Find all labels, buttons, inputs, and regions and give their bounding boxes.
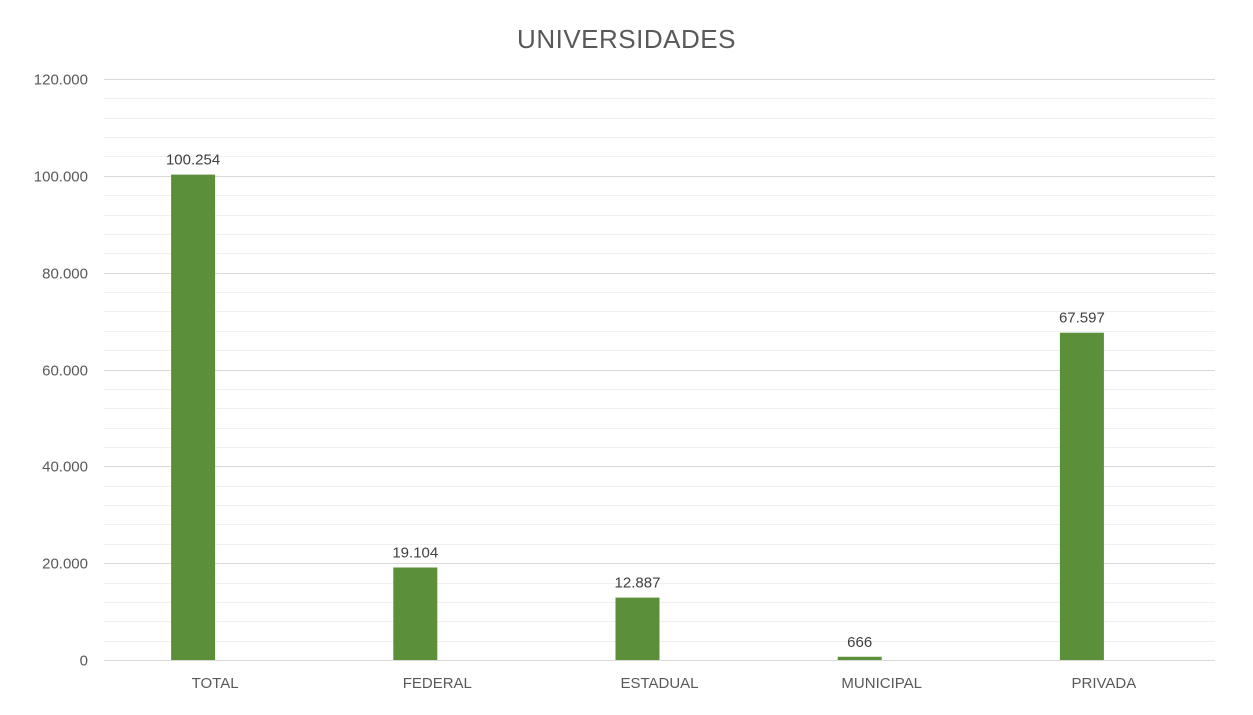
data-label: 666 — [847, 634, 872, 651]
y-tick-label: 0 — [80, 653, 88, 670]
bar — [837, 656, 882, 660]
bar — [615, 597, 660, 660]
y-tick-label: 40.000 — [42, 459, 88, 476]
data-label: 12.887 — [615, 575, 661, 592]
x-tick-label: ESTADUAL — [620, 675, 698, 692]
bar — [171, 174, 216, 660]
y-tick-label: 100.000 — [34, 169, 88, 186]
x-tick-label: MUNICIPAL — [841, 675, 922, 692]
y-tick-label: 60.000 — [42, 363, 88, 380]
chart-title: UNIVERSIDADES — [517, 24, 736, 54]
bar — [393, 567, 438, 660]
x-tick-label: FEDERAL — [403, 675, 472, 692]
y-tick-label: 80.000 — [42, 266, 88, 283]
x-tick-label: PRIVADA — [1072, 675, 1137, 692]
x-tick-label: TOTAL — [192, 675, 239, 692]
bar — [1059, 332, 1104, 660]
data-label: 19.104 — [392, 545, 438, 562]
y-tick-label: 20.000 — [42, 556, 88, 573]
data-label: 100.254 — [166, 152, 220, 169]
data-label: 67.597 — [1059, 310, 1105, 327]
y-tick-label: 120.000 — [34, 72, 88, 89]
